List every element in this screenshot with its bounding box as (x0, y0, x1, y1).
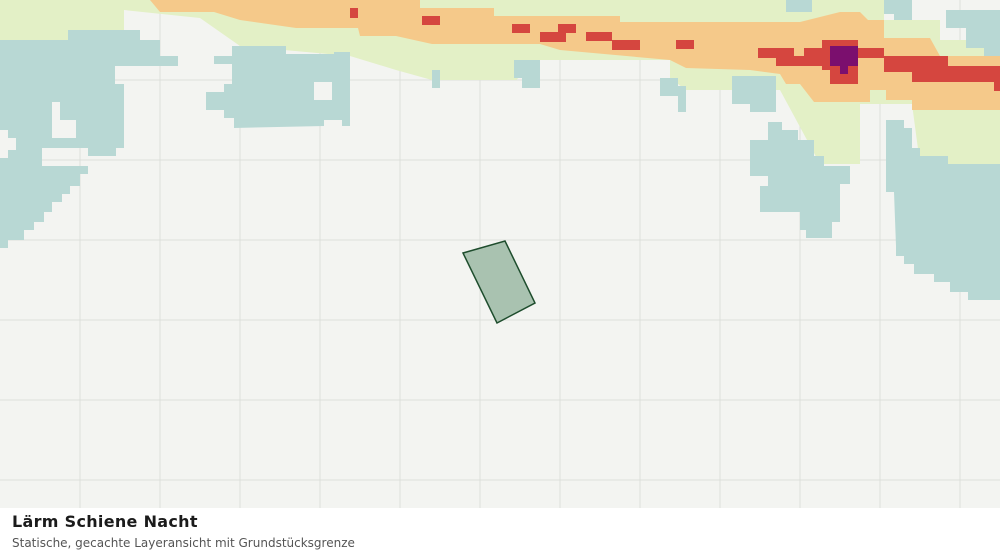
map-subtitle: Statische, gecachte Layeransicht mit Gru… (12, 536, 355, 550)
noise-zone-very-high (830, 46, 858, 74)
water-areas (0, 0, 1000, 300)
map (0, 0, 1000, 508)
caption: Lärm Schiene Nacht Statische, gecachte L… (12, 512, 355, 550)
map-title: Lärm Schiene Nacht (12, 512, 198, 531)
map-gaps (0, 82, 332, 158)
noise-zone-medium (150, 0, 1000, 110)
parcel-boundary (461, 240, 536, 325)
